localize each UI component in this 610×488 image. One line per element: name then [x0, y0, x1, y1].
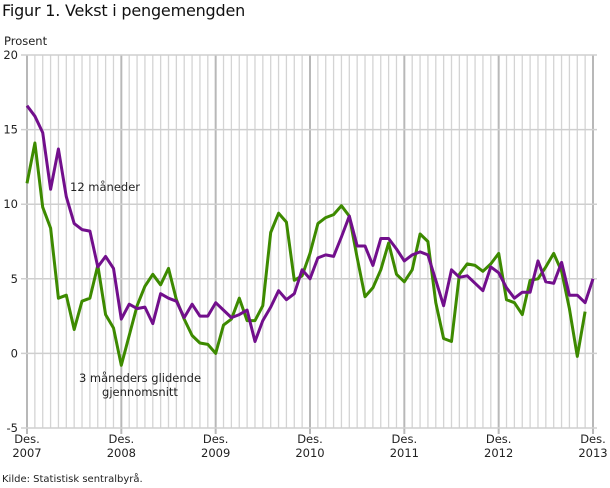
x-tick-label: Des.: [109, 432, 135, 446]
x-tick-label: 2008: [107, 446, 136, 460]
series-lines: [25, 104, 595, 367]
x-tick-label: 2007: [12, 446, 41, 460]
annotation-3-maneders: 3 måneders glidende: [79, 371, 201, 385]
y-tick-label: 10: [3, 197, 18, 211]
x-tick-label: Des.: [580, 432, 606, 446]
x-tick-label: 2012: [484, 446, 513, 460]
x-tick-label: Des.: [392, 432, 418, 446]
y-axis: -5 0 5 10 15 20: [3, 48, 18, 435]
series-line-12-maneder: [25, 104, 595, 343]
x-tick-label: 2011: [390, 446, 419, 460]
x-tick-label: 2013: [578, 446, 607, 460]
x-tick-label: 2009: [201, 446, 230, 460]
annotation-12-maneder: 12 måneder: [70, 180, 140, 194]
source-note: Kilde: Statistisk sentralbyrå.: [2, 474, 143, 485]
annotation-gjennomsnitt: gjennomsnitt: [102, 385, 178, 399]
y-tick-label: 15: [3, 123, 18, 137]
x-tick-label: Des.: [486, 432, 512, 446]
y-tick-label: 0: [11, 346, 18, 360]
x-tick-label: Des.: [203, 432, 229, 446]
chart-title: Figur 1. Vekst i pengemengden: [2, 1, 246, 20]
x-tick-label: 2010: [295, 446, 324, 460]
x-tick-label: Des.: [14, 432, 40, 446]
x-axis: Des.2007Des.2008Des.2009Des.2010Des.2011…: [12, 432, 607, 460]
y-axis-label: Prosent: [4, 34, 48, 48]
y-tick-label: -5: [7, 421, 18, 435]
y-tick-label: 20: [3, 48, 18, 62]
series-line-3-maneders-glidende: [25, 141, 587, 367]
y-tick-label: 5: [11, 272, 18, 286]
x-tick-label: Des.: [297, 432, 323, 446]
